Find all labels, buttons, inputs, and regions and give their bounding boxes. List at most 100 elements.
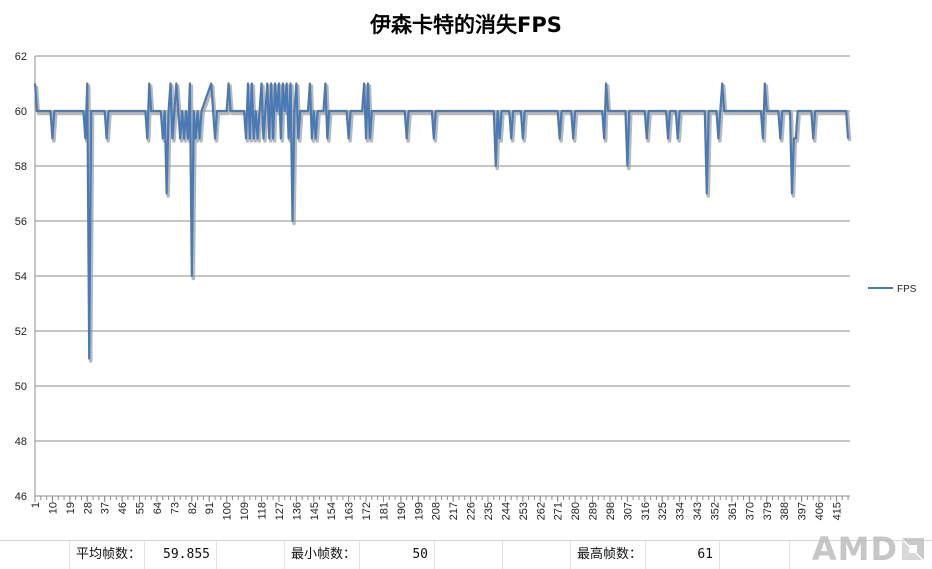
y-tick-label: 50 <box>15 381 27 393</box>
data-point <box>371 110 373 112</box>
data-point <box>572 137 574 140</box>
data-point <box>245 137 247 140</box>
data-point <box>179 137 181 140</box>
data-point <box>348 137 350 140</box>
avg-fps-value: 59.855 <box>145 541 217 569</box>
data-point <box>363 82 365 85</box>
data-point <box>253 137 255 140</box>
data-point <box>189 82 191 85</box>
data-point <box>406 137 408 140</box>
data-point <box>431 110 433 112</box>
data-point <box>624 110 627 112</box>
x-tick-label: 118 <box>256 502 268 520</box>
data-point <box>677 137 679 140</box>
data-point <box>274 82 276 85</box>
data-point <box>626 165 628 167</box>
fps-chart: 伊森卡特的消失FPS 46 48 50 52 54 56 58 60 62 1 10 19 28 37 46 5… <box>15 13 917 520</box>
data-point <box>404 110 406 112</box>
x-tick-label: 235 <box>483 502 495 520</box>
data-point <box>229 110 232 112</box>
data-point <box>198 137 201 140</box>
x-tick-label: 388 <box>779 502 791 520</box>
data-point <box>812 137 814 140</box>
data-point <box>648 110 650 112</box>
y-tick-label: 46 <box>15 491 27 503</box>
x-tick-label: 127 <box>274 502 286 520</box>
data-point <box>704 110 706 112</box>
x-tick-label: 172 <box>361 502 373 520</box>
data-point <box>706 192 708 195</box>
y-tick-label: 58 <box>15 161 27 173</box>
x-tick-label: 64 <box>152 502 164 514</box>
x-tick-label: 145 <box>309 502 321 520</box>
data-point <box>181 110 183 112</box>
data-point <box>346 110 348 112</box>
data-point <box>286 82 288 85</box>
data-point <box>369 137 371 140</box>
data-point <box>164 110 166 112</box>
x-tick-label: 154 <box>326 502 338 520</box>
x-tick-label: 190 <box>396 502 408 520</box>
data-point <box>326 137 328 140</box>
data-point <box>667 137 669 140</box>
data-point <box>607 110 609 112</box>
data-point <box>171 137 174 140</box>
y-tick-label: 48 <box>15 436 27 448</box>
x-tick-label: 37 <box>100 502 112 514</box>
empty-cell <box>0 541 70 569</box>
data-point <box>289 82 292 85</box>
data-point <box>499 137 501 140</box>
data-point <box>187 137 189 140</box>
x-tick-label: 415 <box>831 502 843 520</box>
data-point <box>723 110 725 112</box>
data-point <box>669 110 671 112</box>
data-point <box>282 82 284 85</box>
data-point <box>36 110 38 112</box>
data-point <box>795 137 797 140</box>
data-point <box>150 110 152 112</box>
data-point <box>183 137 185 140</box>
data-point <box>200 110 203 112</box>
empty-cell <box>217 541 285 569</box>
data-point <box>177 110 179 112</box>
data-point <box>175 82 177 85</box>
data-point <box>781 110 783 112</box>
data-point <box>295 82 297 85</box>
data-point <box>367 82 369 85</box>
x-tick-label: 397 <box>797 502 809 520</box>
data-point <box>260 82 263 85</box>
data-point <box>560 110 563 112</box>
data-point <box>512 110 514 112</box>
x-tick-label: 334 <box>675 502 687 520</box>
data-point <box>293 110 296 112</box>
x-tick-label: 226 <box>466 502 478 520</box>
x-tick-label: 370 <box>744 502 756 520</box>
data-point <box>559 137 561 140</box>
x-tick-label: 325 <box>657 502 669 520</box>
data-point <box>262 137 265 140</box>
data-point <box>603 137 605 140</box>
data-point <box>762 137 764 140</box>
data-point <box>297 137 299 140</box>
data-point <box>107 110 110 112</box>
data-point <box>508 110 510 112</box>
x-tick-label: 379 <box>762 502 774 520</box>
x-tick-label: 289 <box>588 502 600 520</box>
data-point <box>287 137 290 140</box>
data-point <box>779 137 781 140</box>
max-fps-label: 最高帧数： <box>571 541 646 569</box>
data-point <box>322 110 325 112</box>
data-point <box>764 82 766 85</box>
x-tick-label: 316 <box>640 502 652 520</box>
data-point <box>495 165 497 167</box>
y-tick-label: 62 <box>15 51 27 63</box>
data-point <box>185 110 187 112</box>
x-tick-label: 1 <box>30 502 42 508</box>
data-point <box>814 110 816 112</box>
y-tick-label: 56 <box>15 216 27 228</box>
data-point <box>328 110 330 112</box>
data-point <box>226 110 228 112</box>
data-point <box>520 110 522 112</box>
data-point <box>847 137 849 140</box>
data-point <box>195 137 197 140</box>
